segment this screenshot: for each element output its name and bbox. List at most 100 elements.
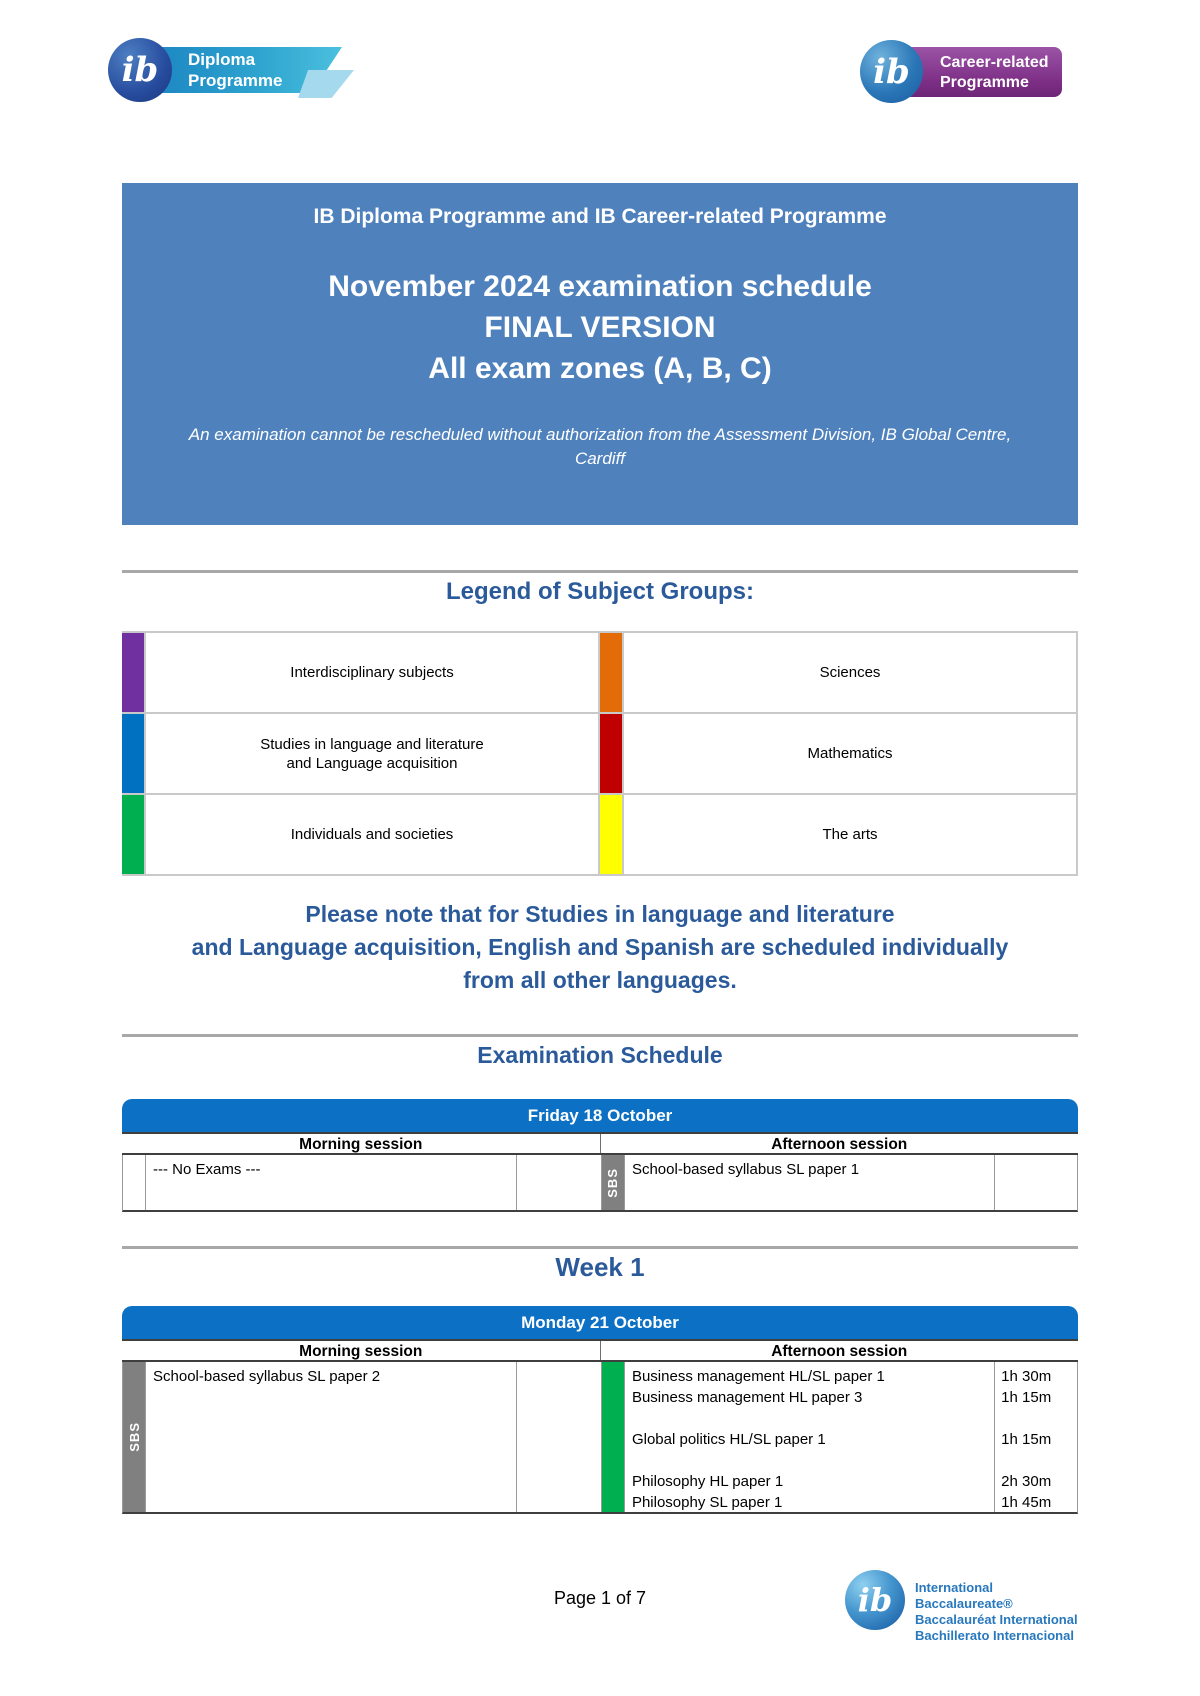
morning-session: --- No Exams ---	[123, 1155, 601, 1210]
exam-duration	[1001, 1450, 1079, 1471]
note-line1: Please note that for Studies in language…	[305, 901, 895, 927]
sbs-color-bar: SBS	[123, 1362, 145, 1512]
exam-name: Philosophy SL paper 1	[631, 1494, 783, 1511]
separator-line	[122, 570, 1078, 573]
morning-session: SBS School-based syllabus SL paper 2	[123, 1362, 601, 1512]
ib-footer-wordmark: International Baccalaureate® Baccalauréa…	[915, 1580, 1085, 1644]
title-line2: FINAL VERSION	[484, 311, 716, 344]
legend-label: Interdisciplinary subjects	[144, 633, 600, 712]
color-swatch-mathematics	[600, 714, 622, 793]
morning-session-header: Morning session	[299, 1343, 423, 1360]
reschedule-notice: An examination cannot be rescheduled wit…	[188, 425, 1012, 468]
afternoon-session-header: Afternoon session	[599, 1341, 1079, 1360]
note-line3: from all other languages.	[463, 967, 737, 993]
dp-logo-line1: Diploma	[188, 50, 256, 69]
week1-heading: Week 1	[555, 1252, 645, 1282]
exam-duration	[523, 1159, 601, 1180]
legend-row: Individuals and societies The arts	[122, 795, 1078, 876]
exam-durations-column: 1h 30m 1h 15m 1h 15m 2h 30m 1h 45m	[994, 1362, 1079, 1512]
document-subtitle: IB Diploma Programme and IB Career-relat…	[313, 205, 887, 228]
exam-names-column: School-based syllabus SL paper 1	[623, 1155, 994, 1210]
exam-durations-column	[516, 1362, 601, 1512]
legend-label: Sciences	[622, 633, 1078, 712]
cp-logo-line1: Career-related	[940, 54, 1049, 71]
legend-label: The arts	[622, 795, 1078, 874]
exam-duration	[1001, 1159, 1079, 1180]
exam-duration: 1h 15m	[1001, 1431, 1052, 1448]
exam-table-monday-21-october: Monday 21 October Morning session Aftern…	[122, 1306, 1078, 1514]
bar-label: SBS	[605, 1167, 621, 1198]
day-header: Monday 21 October	[122, 1306, 1078, 1339]
sbs-color-bar: SBS	[602, 1155, 624, 1210]
color-swatch-sciences	[600, 633, 622, 712]
ib-wordmark-line2: Baccalauréat International	[915, 1612, 1078, 1627]
cp-logo-line2: Programme	[940, 74, 1029, 91]
exam-names-column: --- No Exams ---	[145, 1155, 516, 1210]
career-related-programme-logo: ib Career-related Programme	[858, 40, 1083, 108]
examination-schedule-heading: Examination Schedule	[477, 1042, 723, 1068]
exam-name: Global politics HL/SL paper 1	[631, 1431, 826, 1448]
cp-banner-shape	[898, 47, 1062, 97]
cp-logo-label: Career-related Programme	[940, 53, 1049, 93]
ib-wordmark-line3: Bachillerato Internacional	[915, 1628, 1074, 1643]
legend-row: Studies in language and literature and L…	[122, 714, 1078, 795]
ib-logo-icon: ib	[108, 38, 172, 102]
exam-names-column: School-based syllabus SL paper 2	[145, 1362, 516, 1512]
day-body: --- No Exams --- SBS School-based syllab…	[122, 1155, 1078, 1212]
day-header: Friday 18 October	[122, 1099, 1078, 1132]
color-swatch-languages	[122, 714, 144, 793]
ib-logo-icon: ib	[845, 1570, 905, 1630]
dp-logo-line2: Programme	[188, 71, 283, 90]
separator-line	[122, 1246, 1078, 1249]
legend-row: Interdisciplinary subjects Sciences	[122, 633, 1078, 714]
exam-name: Business management HL/SL paper 1	[631, 1368, 885, 1385]
morning-session-header: Morning session	[299, 1136, 423, 1153]
exam-names-column: Business management HL/SL paper 1 Busine…	[623, 1362, 994, 1512]
dp-logo-label: Diploma Programme	[188, 49, 282, 91]
day-body: SBS School-based syllabus SL paper 2 Bus…	[122, 1362, 1078, 1514]
subject-color-bar	[123, 1155, 145, 1210]
ib-logo-icon: ib	[860, 40, 923, 103]
exam-duration	[1001, 1408, 1079, 1429]
exam-duration: 2h 30m	[1001, 1473, 1052, 1490]
exam-name: School-based syllabus SL paper 1	[631, 1161, 860, 1178]
document-title: November 2024 examination schedule FINAL…	[122, 266, 1078, 389]
subject-color-bar	[602, 1362, 624, 1512]
color-swatch-individuals-societies	[122, 795, 144, 874]
exam-duration: 1h 30m	[1001, 1368, 1052, 1385]
bar-label: SBS	[126, 1422, 142, 1452]
language-scheduling-note: Please note that for Studies in language…	[0, 898, 1200, 997]
afternoon-session: Business management HL/SL paper 1 Busine…	[601, 1362, 1079, 1512]
color-swatch-interdisciplinary	[122, 633, 144, 712]
legend-label: Studies in language and literature and L…	[144, 714, 600, 793]
exam-duration: 1h 15m	[1001, 1389, 1052, 1406]
subject-groups-legend-table: Interdisciplinary subjects Sciences Stud…	[122, 631, 1078, 876]
legend-label: Mathematics	[622, 714, 1078, 793]
separator-line	[122, 1034, 1078, 1037]
exam-name: Business management HL paper 3	[631, 1389, 863, 1406]
session-header-row: Morning session Afternoon session	[122, 1132, 1078, 1155]
exam-durations-column	[516, 1155, 601, 1210]
page-number: Page 1 of 7	[553, 1588, 647, 1608]
ib-footer-logo: ib International Baccalaureate® Baccalau…	[845, 1560, 1085, 1664]
legend-heading: Legend of Subject Groups:	[445, 578, 754, 605]
session-header-row: Morning session Afternoon session	[122, 1339, 1078, 1362]
exam-durations-column	[994, 1155, 1079, 1210]
exam-duration	[523, 1366, 601, 1387]
color-swatch-the-arts	[600, 795, 622, 874]
ib-wordmark-line1: International Baccalaureate®	[915, 1580, 1013, 1611]
exam-name: Philosophy HL paper 1	[631, 1473, 784, 1490]
exam-name	[632, 1450, 994, 1471]
afternoon-session-header: Afternoon session	[599, 1134, 1079, 1153]
afternoon-session: SBS School-based syllabus SL paper 1	[601, 1155, 1079, 1210]
exam-name	[632, 1408, 994, 1429]
exam-duration: 1h 45m	[1001, 1494, 1052, 1511]
exam-table-friday-18-october: Friday 18 October Morning session Aftern…	[122, 1099, 1078, 1212]
note-line2: and Language acquisition, English and Sp…	[191, 934, 1009, 960]
title-line3: All exam zones (A, B, C)	[428, 352, 772, 385]
legend-label: Individuals and societies	[144, 795, 600, 874]
title-line1: November 2024 examination schedule	[328, 270, 872, 303]
diploma-programme-logo: ib Diploma Programme	[108, 38, 354, 110]
exam-name: School-based syllabus SL paper 2	[153, 1368, 381, 1385]
